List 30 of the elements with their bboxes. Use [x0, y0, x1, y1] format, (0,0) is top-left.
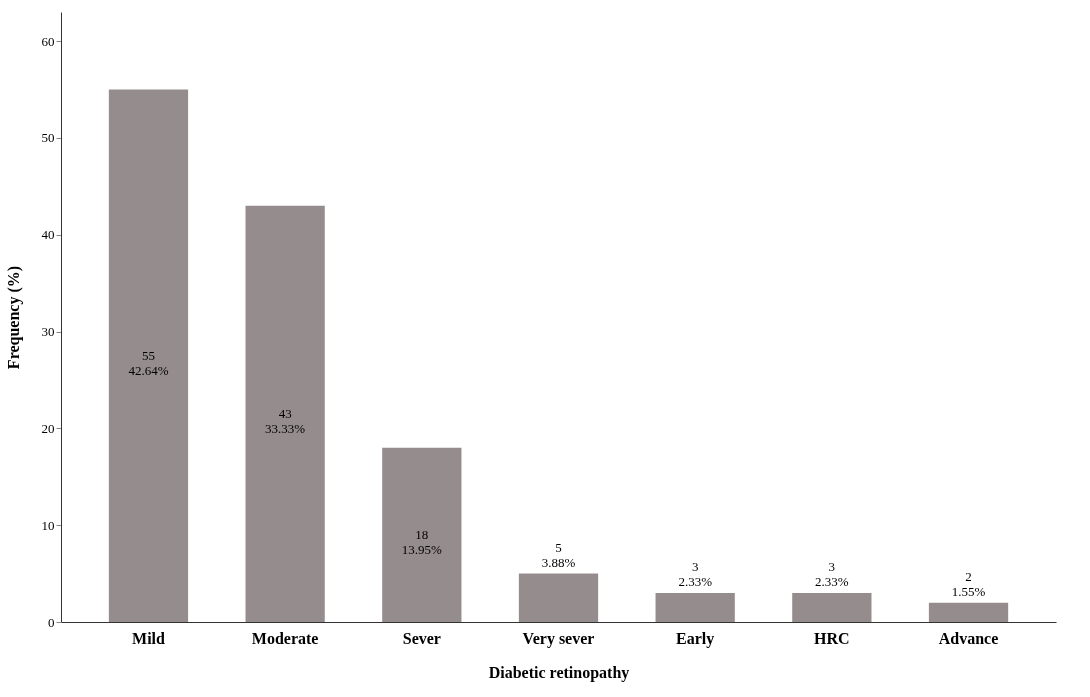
bar — [928, 602, 1009, 622]
x-tick-label: HRC — [814, 629, 850, 647]
bar — [382, 447, 462, 622]
data-label: 5 3.88% — [541, 539, 576, 570]
y-tick-label: 30 — [41, 324, 55, 340]
bar — [518, 573, 599, 622]
x-tick-label: Early — [676, 629, 715, 648]
bar — [108, 89, 189, 622]
data-label: 18 13.95% — [401, 526, 443, 557]
data-label: 2 1.55% — [951, 568, 986, 599]
data-label: 55 42.64% — [128, 347, 169, 378]
bar — [655, 592, 735, 622]
y-tick-label: 60 — [41, 33, 55, 49]
x-tick-label: Mild — [132, 629, 166, 647]
y-tick-label: 40 — [41, 227, 55, 243]
bar — [245, 205, 325, 622]
y-tick-label: 0 — [48, 614, 55, 630]
bar — [792, 592, 872, 622]
x-tick-label: Very sever — [522, 629, 595, 648]
x-axis-title: Diabetic retinopathy — [488, 663, 630, 682]
y-tick-label: 50 — [41, 130, 55, 146]
data-label: 43 33.33% — [265, 405, 306, 436]
y-axis-title: Frequency (%) — [4, 265, 23, 370]
data-label: 3 2.33% — [678, 558, 713, 589]
y-tick-label: 20 — [41, 420, 55, 436]
x-tick-label: Moderate — [251, 629, 319, 647]
x-tick-label: Sever — [402, 629, 441, 647]
data-label: 3 2.33% — [815, 558, 849, 589]
y-tick-label: 10 — [41, 517, 55, 533]
x-tick-label: Advance — [938, 629, 999, 647]
